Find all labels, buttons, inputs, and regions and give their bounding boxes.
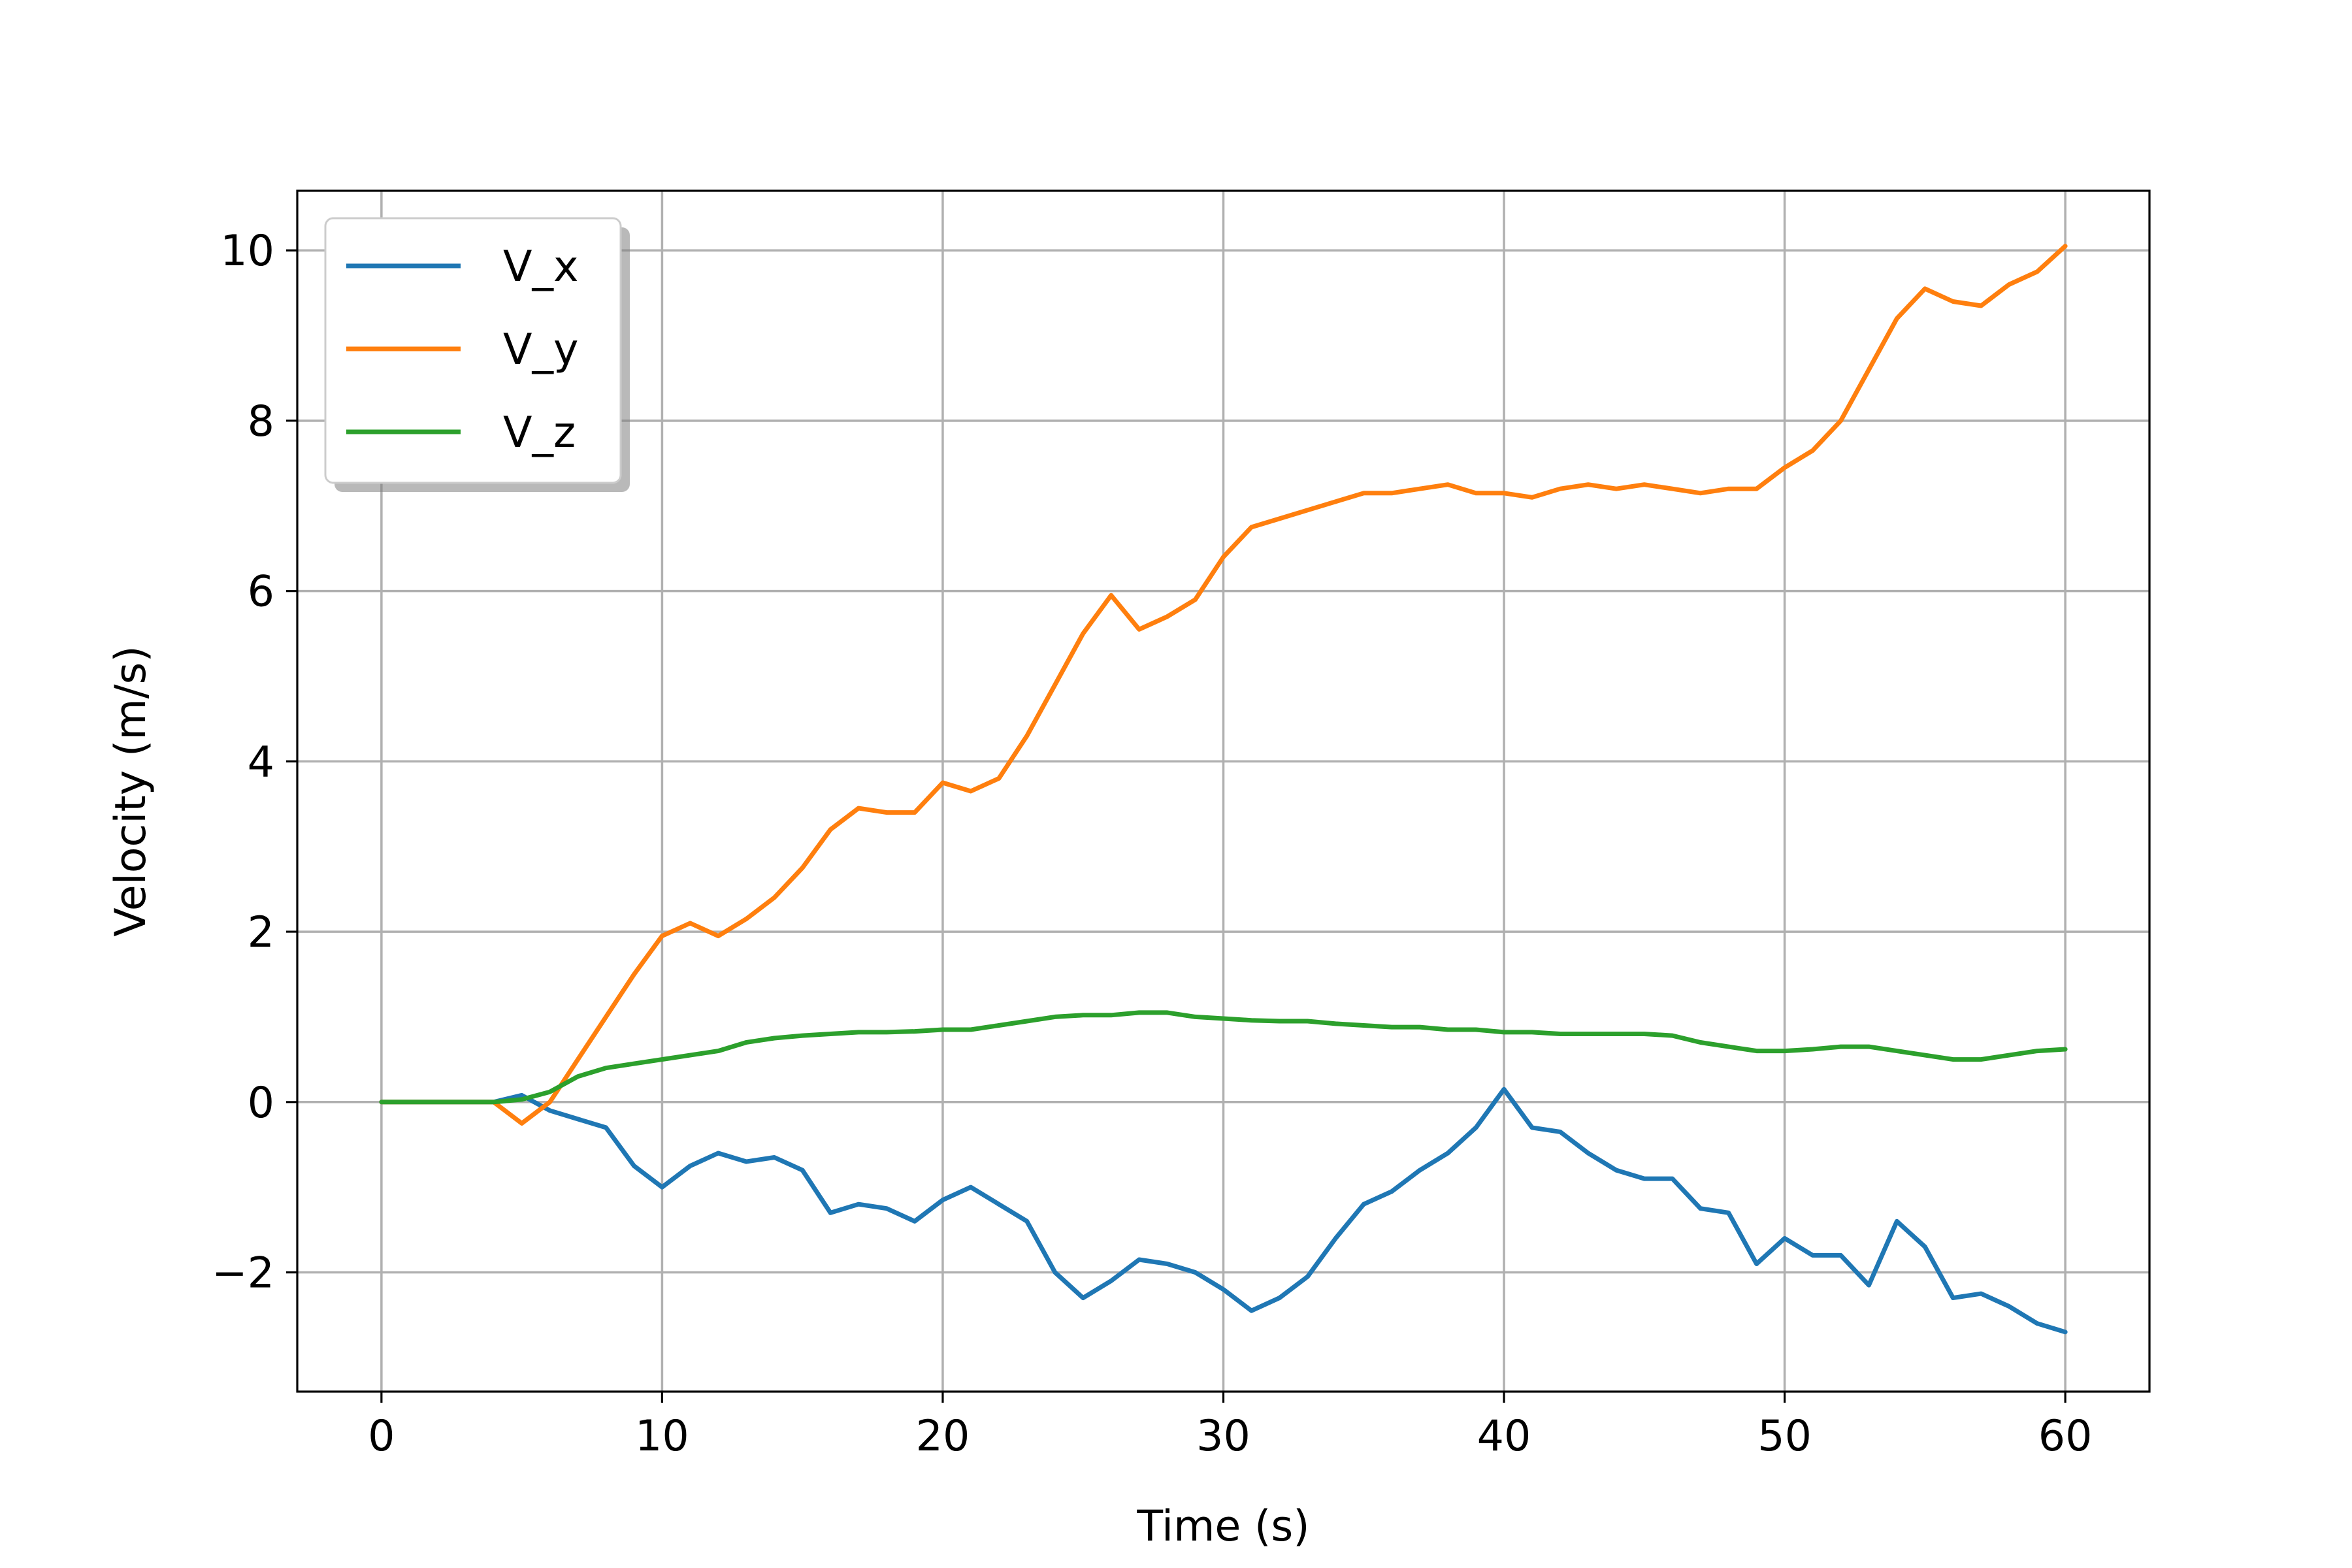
x-tick-label: 60 [2038,1412,2093,1461]
y-tick-label: 6 [248,568,274,617]
y-tick-label: 10 [220,227,274,276]
x-tick-label: 40 [1477,1412,1531,1461]
y-tick-label: 2 [248,908,274,957]
series-line-v-z [379,1010,2068,1105]
y-tick-label: −2 [212,1249,274,1298]
series-layer [379,244,2068,1335]
x-tick-label: 30 [1196,1412,1250,1461]
y-tick-label: 4 [248,738,274,787]
ticks: 0 10 20 30 40 50 60 −2 0 2 4 6 8 10 [212,227,2092,1461]
x-tick-label: 10 [635,1412,689,1461]
x-axis-title: Time (s) [1136,1502,1309,1551]
series-line-v-x [379,1086,2068,1335]
legend: V_x V_y V_z [324,217,630,492]
y-tick-label: 0 [248,1079,274,1128]
x-tick-label: 50 [1757,1412,1812,1461]
legend-label: V_x [503,242,578,291]
x-tick-label: 0 [368,1412,395,1461]
legend-label: V_y [503,325,578,374]
legend-box [324,217,622,484]
y-axis-title: Velocity (m/s) [106,645,155,936]
y-tick-label: 8 [248,397,274,446]
x-tick-label: 20 [916,1412,970,1461]
legend-label: V_z [503,408,576,457]
grid [297,191,2149,1392]
series-line-v-y [379,244,2068,1126]
